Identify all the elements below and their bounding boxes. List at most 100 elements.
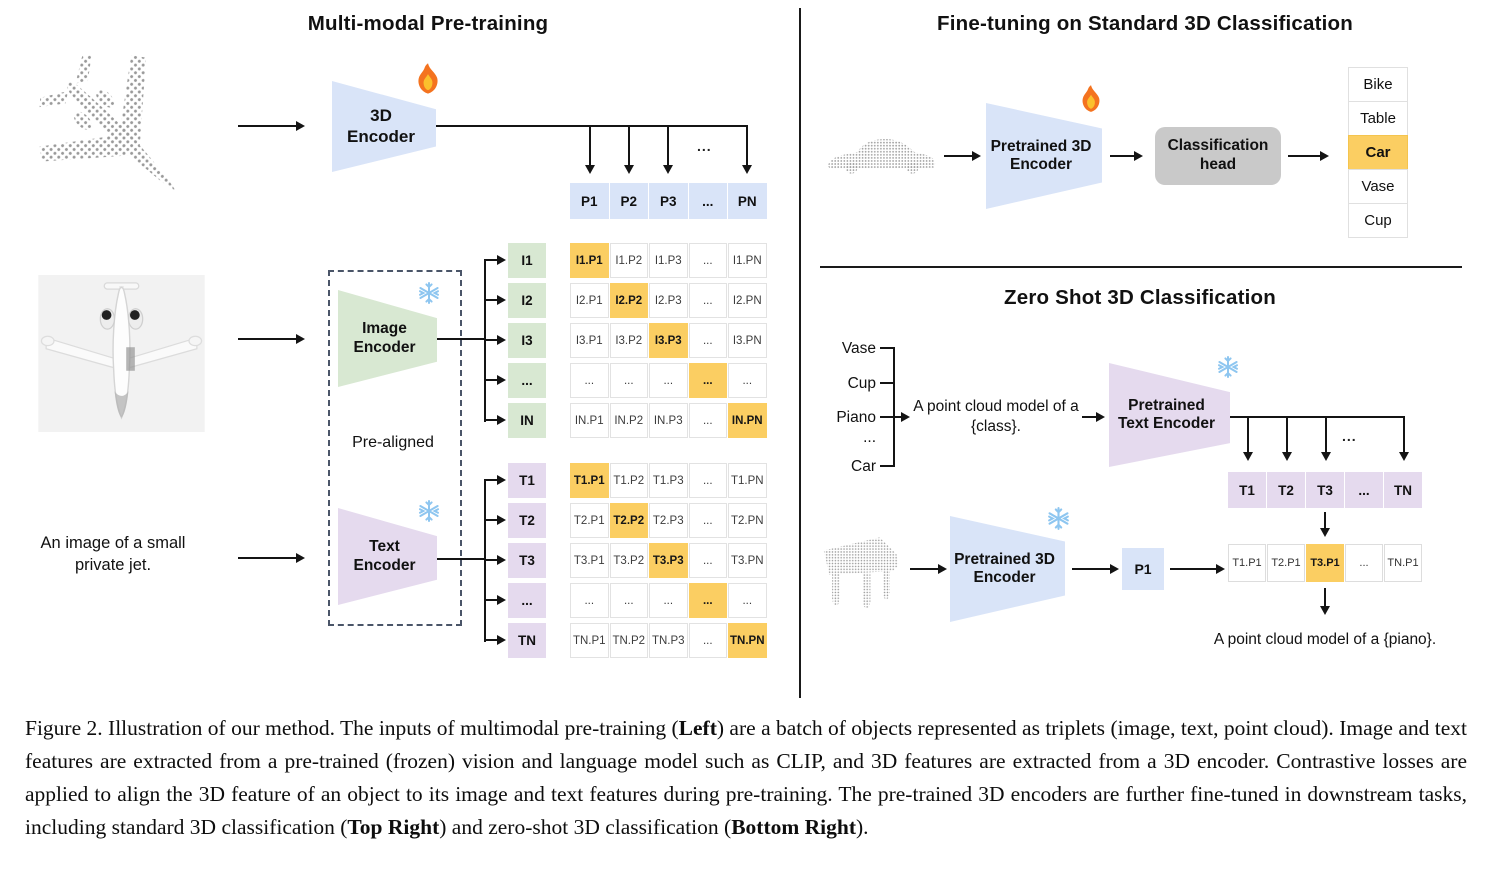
- vertical-divider: [799, 8, 801, 698]
- arrow-car-to-encoder: [944, 155, 974, 157]
- arrowhead: [1399, 452, 1409, 461]
- matrix-cell: TN.P1: [570, 623, 609, 658]
- class-cell: Table: [1348, 101, 1408, 136]
- matrix-cell: I3.P2: [609, 323, 648, 358]
- matrix-cell: I2.PN: [728, 283, 767, 318]
- bracket-tick: [880, 465, 894, 467]
- matrix-cell: TN.P3: [649, 623, 688, 658]
- snowflake-icon: [1046, 506, 1071, 531]
- zs-class-cup: Cup: [847, 375, 876, 392]
- arrow-image-to-encoder: [238, 338, 298, 340]
- matrix-cell: ...: [728, 583, 767, 618]
- matrix-cell: ...: [688, 243, 727, 278]
- pretrained-text-encoder-label: Pretrained Text Encoder: [1117, 396, 1216, 432]
- arrowhead: [497, 335, 506, 345]
- image-encoder-out: [437, 338, 485, 340]
- matrix-cell: I1.P1: [570, 243, 609, 278]
- arrow-piano-to-encoder: [910, 568, 940, 570]
- arrow-text-to-encoder: [238, 557, 298, 559]
- arrowhead: [585, 165, 595, 174]
- arm: [484, 639, 498, 641]
- text-encoder-label: Text Encoder: [353, 538, 416, 574]
- arrowhead: [938, 564, 947, 574]
- matrix-row: ...............: [570, 583, 768, 618]
- p-cell: P1: [570, 183, 609, 219]
- zs-class-vase: Vase: [841, 340, 876, 357]
- 3d-feature-line: [436, 125, 748, 127]
- arrowhead: [1321, 452, 1331, 461]
- drop-line: [746, 125, 748, 167]
- drop-line: [1403, 416, 1405, 454]
- arrowhead: [296, 121, 305, 131]
- class-cell: Vase: [1348, 169, 1408, 204]
- matrix-cell: I1.P2: [609, 243, 648, 278]
- tp-cell: T3.P1: [1306, 544, 1344, 582]
- pre-aligned-box: [328, 270, 462, 626]
- matrix-cell: ...: [649, 363, 688, 398]
- arrow-encoder-to-head: [1110, 155, 1136, 157]
- text-input: An image of a small private jet.: [40, 534, 186, 575]
- matrix-cell: T3.P1: [570, 543, 609, 578]
- matrix-cell: ...: [688, 283, 727, 318]
- arm: [484, 379, 498, 381]
- zs-class-car: Car: [851, 458, 876, 475]
- drop-line: [589, 125, 591, 167]
- matrix-cell: T2.P1: [570, 503, 609, 538]
- arrowhead: [497, 595, 506, 605]
- arrowhead: [1320, 151, 1329, 161]
- matrix-cell: ...: [609, 363, 648, 398]
- bracket-tick: [880, 382, 894, 384]
- tp-cell: T1.P1: [1228, 544, 1266, 582]
- matrix-cell: IN.P3: [649, 403, 688, 438]
- arrow-p1-to-scores: [1170, 568, 1218, 570]
- p1-feature-box: P1: [1122, 548, 1164, 590]
- matrix-cell: ...: [688, 583, 727, 618]
- matrix-cell: ...: [688, 363, 727, 398]
- t-cell: ...: [1345, 472, 1383, 508]
- bracket-line: [893, 347, 895, 467]
- matrix-cell: I1.PN: [728, 243, 767, 278]
- t-label: T3: [508, 543, 546, 578]
- pretrained-text-encoder-block: Pretrained Text Encoder: [1109, 363, 1230, 467]
- matrix-cell: T3.PN: [728, 543, 767, 578]
- matrix-cell: T2.PN: [728, 503, 767, 538]
- pretraining-title: Multi-modal Pre-training: [307, 12, 549, 35]
- t-cell: T1: [1228, 472, 1266, 508]
- matrix-cell: ...: [688, 463, 727, 498]
- 3d-encoder-label: 3D Encoder: [346, 106, 416, 146]
- i-label: I3: [508, 323, 546, 358]
- arrowhead: [296, 553, 305, 563]
- zs-text-feature-row: T1 T2 T3... TN: [1228, 472, 1423, 508]
- arrowhead: [296, 334, 305, 344]
- classification-head-label: Classification head: [1167, 137, 1269, 173]
- arrowhead: [1282, 452, 1292, 461]
- p-cell: ...: [688, 183, 727, 219]
- caption-segment: Left: [678, 716, 717, 740]
- p-cell: P3: [649, 183, 688, 219]
- figure-caption: Figure 2. Illustration of our method. Th…: [25, 712, 1467, 844]
- pre-aligned-label: Pre-aligned: [352, 434, 434, 451]
- class-cell: Bike: [1348, 67, 1408, 102]
- arrowhead: [497, 295, 506, 305]
- i-label: I1: [508, 243, 546, 278]
- matrix-cell: T2.P2: [609, 503, 648, 538]
- arrowhead: [497, 555, 506, 565]
- arrowhead: [624, 165, 634, 174]
- arm: [484, 299, 498, 301]
- caption-segment: Top Right: [347, 815, 440, 839]
- snowflake-icon: [1216, 355, 1240, 379]
- drop-line: [1325, 416, 1327, 454]
- image-point-similarity-matrix: I1.P1 I1.P2 I1.P3... I1.PN I2.P1 I2.P2 I2.P3..…: [570, 243, 768, 443]
- matrix-row: I2.P1 I2.P2 I2.P3... I2.PN: [570, 283, 768, 318]
- matrix-cell: ...: [688, 503, 727, 538]
- matrix-cell: IN.P1: [570, 403, 609, 438]
- drop-line: [667, 125, 669, 167]
- caption-segment: ).: [856, 815, 869, 839]
- matrix-cell: T1.P2: [609, 463, 648, 498]
- drop-line: [1286, 416, 1288, 454]
- arrow-pc-to-3d-encoder: [238, 125, 298, 127]
- caption-segment: Figure 2. Illustration of our method. Th…: [25, 716, 679, 740]
- text-point-similarity-matrix: T1.P1 T1.P2 T1.P3... T1.PN T2.P1 T2.P2 T2.P3..…: [570, 463, 768, 663]
- matrix-cell: ...: [570, 363, 609, 398]
